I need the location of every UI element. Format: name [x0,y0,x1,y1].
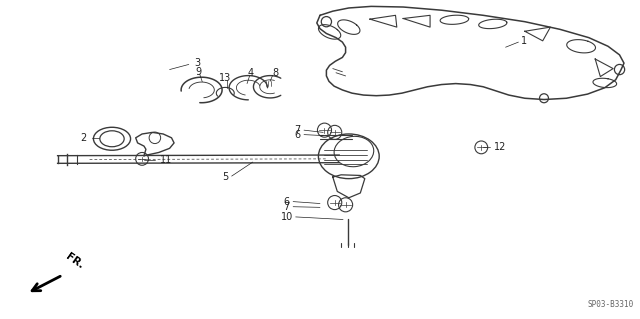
Text: 13: 13 [219,73,232,83]
Text: SP03-B3310: SP03-B3310 [588,300,634,309]
Text: 3: 3 [194,58,200,68]
Text: 6: 6 [284,197,290,207]
Text: 7: 7 [294,125,301,135]
Text: FR.: FR. [64,251,86,271]
Text: 12: 12 [494,142,507,152]
Text: 2: 2 [80,133,86,143]
Text: 6: 6 [294,130,301,140]
Text: 10: 10 [280,212,293,222]
Text: 1: 1 [520,36,527,46]
Text: 8: 8 [272,68,278,78]
Text: 5: 5 [222,172,228,182]
Text: 4: 4 [248,68,254,78]
Text: 7: 7 [284,202,290,212]
Text: 9: 9 [195,67,202,77]
Text: 11: 11 [160,155,173,165]
